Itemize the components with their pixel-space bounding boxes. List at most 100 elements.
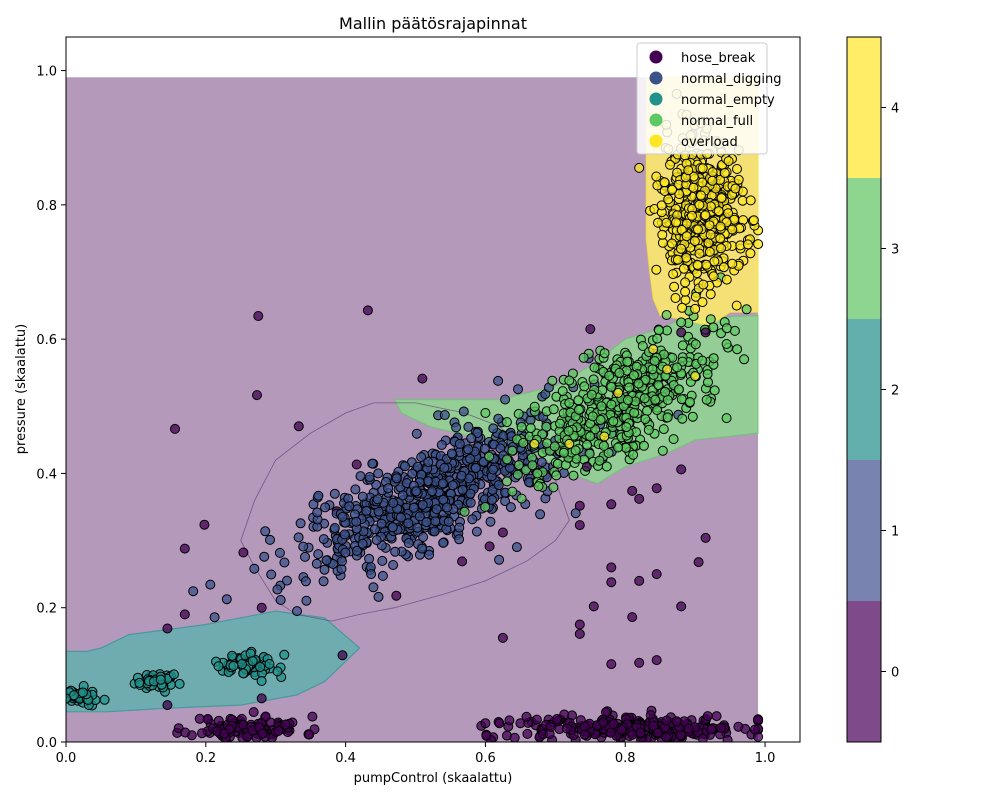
point-overload [670,293,681,303]
point-overload [657,229,668,240]
point-overload [748,215,759,226]
point-hose_break [579,729,590,740]
point-overload [688,182,699,193]
point-normal_empty [227,650,238,661]
point-hose_break [753,714,764,725]
point-normal_full [512,469,523,480]
point-normal_full [637,341,648,351]
point-normal_digging [408,502,419,513]
y-tick-label: 1.0 [36,65,57,80]
point-normal_full [502,454,512,465]
point-overload [648,344,659,355]
point-normal_digging [456,470,467,481]
point-hose_break [676,601,687,612]
point-normal_full [548,404,559,415]
point-overload [663,194,674,205]
point-hose_break [162,623,173,634]
point-normal_empty [256,676,267,686]
point-normal_digging [403,538,414,548]
legend-marker-normal_digging [649,71,663,85]
point-normal_full [564,375,575,386]
point-normal_digging [351,516,362,527]
point-overload [700,210,711,221]
point-normal_digging [377,570,388,581]
point-overload [668,269,679,280]
point-normal_full [668,434,679,445]
point-overload [705,229,716,240]
point-normal_full [705,314,716,325]
point-normal_digging [300,576,311,587]
point-hose_break [293,421,304,432]
point-normal_digging [418,532,429,542]
y-axis-label: pressure (skaalattu) [14,324,29,454]
point-hose_break [180,727,191,738]
point-normal_digging [417,543,427,554]
point-overload [697,297,708,308]
colorbar-segment-1 [847,460,881,601]
point-normal_empty [272,666,283,677]
point-hose_break [179,543,190,554]
point-normal_full [573,404,584,415]
point-normal_digging [466,433,477,444]
point-normal_digging [188,586,199,597]
point-normal_empty [228,660,239,671]
point-normal_full [676,317,687,328]
point-normal_digging [438,537,449,548]
point-hose_break [683,723,694,734]
point-normal_digging [430,516,441,527]
point-normal_full [628,449,639,460]
point-normal_digging [485,516,496,527]
point-overload [708,271,719,282]
point-hose_break [700,327,711,338]
point-normal_digging [373,468,384,479]
point-normal_digging [465,453,476,464]
point-hose_break [635,727,646,738]
x-tick-label: 0.6 [475,751,496,766]
y-tick-label: 0.8 [36,199,57,214]
point-overload [564,438,575,449]
point-hose_break [521,711,532,722]
point-overload [693,224,703,235]
point-hose_break [608,719,619,729]
point-normal_digging [376,518,387,529]
point-hose_break [651,483,662,494]
point-hose_break [574,619,585,630]
point-hose_break [219,728,230,739]
point-hose_break [199,519,210,530]
point-overload [651,171,662,182]
point-normal_digging [446,448,457,459]
point-normal_full [582,439,593,450]
point-normal_digging [357,491,368,502]
point-hose_break [197,728,207,739]
point-overload [707,167,718,178]
point-normal_full [662,412,673,423]
point-normal_full [677,413,688,424]
point-hose_break [706,724,717,735]
point-normal_empty [174,678,185,689]
point-hose_break [676,327,687,338]
point-normal_digging [458,406,469,417]
point-hose_break [248,707,259,718]
point-normal_full [459,506,470,517]
point-hose_break [627,729,638,740]
point-normal_full [721,339,732,349]
point-normal_full [551,470,562,481]
point-normal_full [570,445,581,456]
point-overload [705,289,716,300]
point-hose_break [497,527,508,538]
point-normal_digging [423,457,434,467]
point-normal_digging [414,511,425,522]
point-normal_empty [77,687,88,698]
point-normal_full [555,418,565,429]
point-normal_full [649,356,660,367]
point-normal_digging [422,476,433,487]
point-hose_break [522,728,533,739]
point-normal_full [594,455,605,466]
point-normal_full [588,374,599,385]
point-hose_break [634,575,645,586]
x-axis: 0.0 0.2 0.4 0.6 0.8 1.0 [56,742,775,766]
point-normal_full [647,364,658,375]
point-hose_break [481,730,492,741]
point-hose_break [362,305,373,316]
point-normal_full [652,333,663,344]
